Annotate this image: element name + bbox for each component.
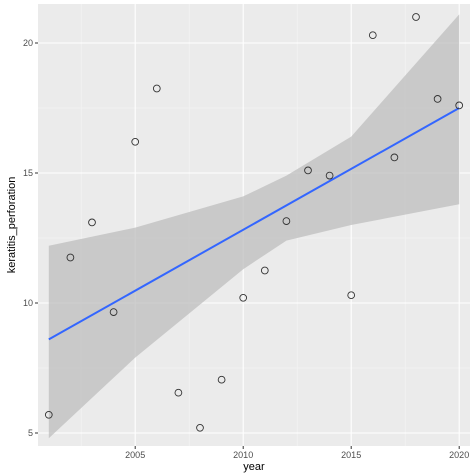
data-point [455, 101, 464, 110]
data-point [239, 293, 248, 302]
data-point [174, 388, 183, 397]
data-point [412, 13, 420, 21]
x-tick-label: 2005 [125, 450, 145, 460]
data-point [347, 291, 356, 300]
data-point [282, 217, 291, 225]
data-point [304, 166, 312, 175]
y-tick-label: 10 [23, 298, 33, 308]
data-point [260, 266, 269, 275]
data-point [66, 253, 75, 262]
data-point [325, 171, 334, 180]
data-point [44, 410, 53, 419]
y-tick-label: 5 [28, 428, 33, 438]
y-axis-ticks: 5 10 15 20 [23, 38, 38, 438]
y-tick-label: 15 [23, 168, 33, 178]
data-point [217, 375, 226, 384]
y-axis-title: keratitis_perforation [6, 177, 18, 274]
data-points [44, 13, 464, 432]
data-point [196, 423, 204, 432]
data-point [109, 308, 118, 316]
y-tick-label: 20 [23, 38, 33, 48]
x-tick-label: 2015 [341, 450, 361, 460]
x-tick-label: 2020 [449, 450, 469, 460]
data-point [152, 84, 161, 93]
data-point [390, 153, 399, 162]
data-point [433, 95, 442, 103]
data-point [88, 218, 96, 227]
trend-line [48, 107, 460, 341]
x-axis-ticks: 2005 2010 2015 2020 [125, 446, 469, 460]
data-point [131, 137, 140, 146]
confidence-band [48, 14, 460, 439]
data-point [368, 31, 377, 40]
x-axis-title: year [243, 461, 265, 473]
x-tick-label: 2010 [233, 450, 253, 460]
